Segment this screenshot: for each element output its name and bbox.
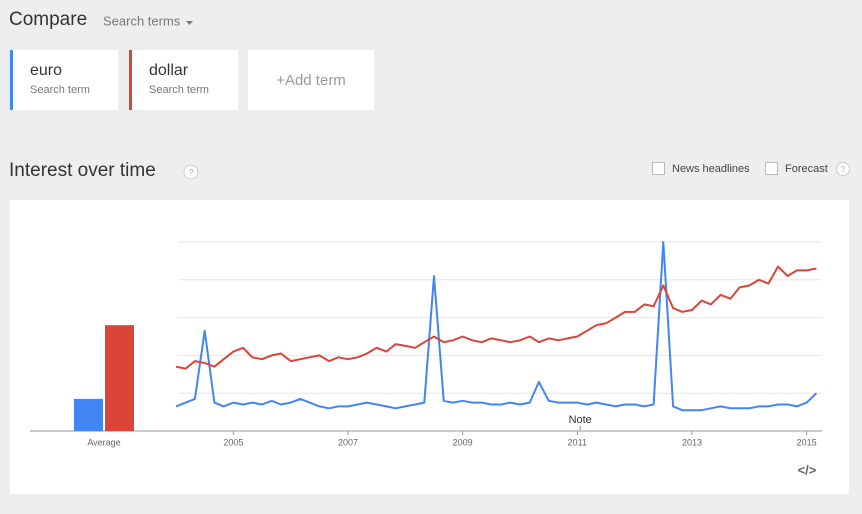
embed-icon[interactable]: </> (798, 462, 817, 477)
help-text[interactable]: ? (841, 165, 846, 174)
term-card[interactable] (129, 50, 238, 110)
x-tick-label: 2011 (568, 437, 587, 447)
add-term-card[interactable] (248, 50, 374, 110)
option-label[interactable]: News headlines (672, 163, 750, 175)
x-tick-label: 2009 (453, 437, 473, 447)
add-term[interactable]: +Add term (276, 72, 346, 89)
average-bar (105, 325, 134, 431)
term-name: euro (30, 62, 62, 79)
help-icon[interactable] (836, 162, 850, 176)
help-icon[interactable] (183, 164, 199, 180)
annotation: Note (569, 414, 592, 426)
average-bar (74, 398, 103, 431)
checkbox[interactable] (652, 162, 665, 175)
section-title: Interest over time (9, 160, 156, 181)
term-kind: Search term (149, 84, 209, 96)
average-label: Average (87, 437, 120, 447)
term-kind: Search term (30, 84, 90, 96)
checkbox[interactable] (765, 162, 778, 175)
term-name: dollar (149, 62, 189, 79)
x-tick-label: 2015 (797, 437, 817, 447)
series-line (175, 241, 818, 412)
help-text[interactable]: ? (188, 167, 193, 177)
series-line (175, 265, 817, 370)
menu-arrow[interactable] (186, 21, 193, 25)
x-tick-label: 2005 (223, 437, 243, 447)
term-color (10, 50, 13, 110)
x-tick-label: 2007 (338, 437, 358, 447)
term-card[interactable] (10, 50, 118, 110)
x-tick-label: 2013 (682, 437, 702, 447)
search-terms-menu[interactable]: Search terms (103, 13, 181, 28)
option-label[interactable]: Forecast (785, 163, 828, 175)
term-color (129, 50, 132, 110)
compare-title: Compare (9, 9, 87, 30)
